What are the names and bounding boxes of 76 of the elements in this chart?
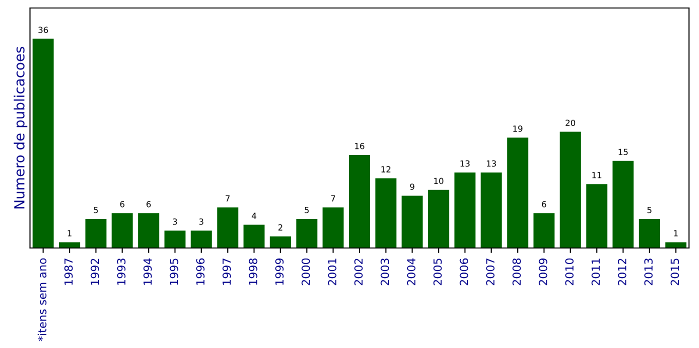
x-tick-label: 1994 — [143, 258, 152, 285]
data-label: 3 — [199, 218, 204, 225]
x-tick-label: 2005 — [433, 258, 442, 286]
x-tick-label: 1993 — [117, 258, 126, 285]
data-label: 19 — [513, 126, 522, 132]
x-tick-label: 1999 — [275, 258, 284, 285]
data-label: 13 — [460, 160, 470, 167]
bar — [217, 207, 238, 248]
x-tick-label: 1992 — [90, 258, 100, 285]
data-label: 11 — [592, 172, 602, 178]
bar — [560, 132, 581, 248]
data-label: 2 — [278, 224, 282, 230]
x-tick-label: 2001 — [328, 258, 336, 286]
bar — [348, 155, 370, 248]
x-tick-label: 1998 — [248, 258, 258, 285]
data-label: 20 — [566, 120, 576, 126]
bar — [454, 172, 476, 248]
data-label: 1 — [68, 230, 72, 236]
bar — [322, 207, 344, 248]
data-label: 6 — [542, 201, 546, 208]
x-tick-label: 2015 — [670, 258, 680, 286]
x-tick-label: 1995 — [170, 258, 178, 285]
data-label: 6 — [120, 201, 124, 208]
data-label: 36 — [38, 26, 48, 34]
bar — [244, 224, 265, 248]
bar — [112, 213, 133, 248]
data-label: 12 — [381, 166, 390, 172]
bar — [190, 230, 212, 248]
bar — [612, 160, 634, 248]
data-label: 4 — [252, 212, 256, 219]
bar — [533, 213, 555, 248]
bar — [375, 178, 396, 248]
x-tick-label: *itens sem ano — [38, 258, 46, 342]
x-tick-label: 2008 — [512, 258, 521, 286]
data-label: 5 — [647, 206, 652, 214]
bar — [665, 242, 686, 248]
x-tick-label: 1987 — [64, 258, 73, 285]
data-label: 9 — [410, 184, 414, 190]
bar — [638, 218, 660, 248]
data-label: 1 — [674, 230, 678, 236]
bar — [296, 218, 318, 248]
bar — [138, 213, 160, 248]
x-tick-label: 2003 — [380, 258, 390, 286]
data-label: 7 — [331, 195, 336, 202]
data-label: 7 — [226, 195, 230, 202]
x-tick-label: 2006 — [460, 258, 468, 286]
x-tick-label: 2012 — [618, 258, 626, 286]
x-tick-label: 1997 — [222, 258, 231, 285]
x-tick-label: 2002 — [354, 258, 363, 286]
data-label: 6 — [146, 201, 151, 208]
x-tick-label: 1996 — [196, 258, 205, 285]
bar — [32, 38, 54, 248]
data-label: 5 — [94, 206, 98, 214]
bar — [507, 138, 528, 248]
x-tick-label: 2007 — [486, 258, 495, 286]
data-label: 16 — [355, 142, 364, 150]
data-label: 15 — [618, 148, 628, 156]
bar — [85, 218, 106, 248]
x-tick-label: 2010 — [565, 258, 574, 286]
bar — [58, 242, 80, 248]
x-tick-label: 2009 — [538, 258, 548, 286]
data-label: 5 — [304, 206, 309, 214]
data-label: 3 — [172, 218, 177, 225]
x-tick-label: 2013 — [644, 258, 653, 286]
data-label: 10 — [434, 178, 444, 184]
bar — [164, 230, 186, 248]
x-tick-label: 2000 — [302, 258, 310, 286]
bar — [270, 236, 291, 248]
x-tick-label: 2011 — [592, 258, 600, 286]
x-tick-label: 2004 — [407, 258, 416, 286]
data-label: 13 — [486, 160, 496, 167]
bar — [428, 190, 450, 248]
bar — [586, 184, 608, 248]
y-axis-title: Numero de publicacoes — [14, 46, 28, 208]
bar — [480, 172, 502, 248]
bar — [402, 196, 423, 248]
